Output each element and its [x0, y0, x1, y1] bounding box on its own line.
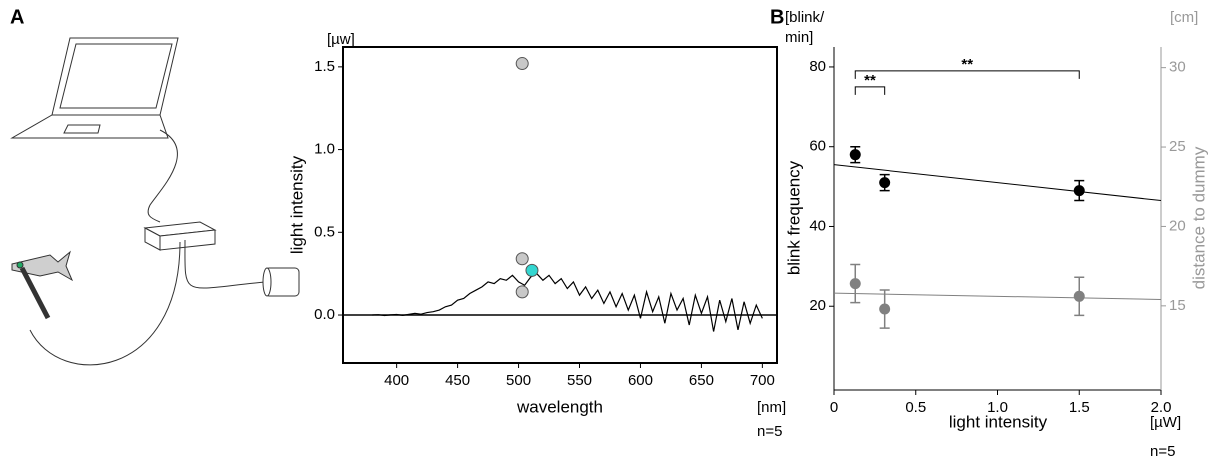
significance-label: ** — [864, 72, 876, 89]
laptop-pad — [63, 124, 101, 134]
setup-schematic — [10, 37, 300, 366]
y-tick-label: 1.5 — [314, 58, 335, 75]
significance-label: ** — [961, 56, 973, 73]
box-front — [159, 229, 216, 251]
x-axis-label: light intensity — [949, 412, 1048, 431]
note: n=5 — [757, 423, 782, 440]
laptop-screen-inner — [59, 43, 173, 109]
y-tick-label: 1.0 — [314, 141, 335, 158]
plot-frame — [342, 46, 778, 364]
x-tick-label: 450 — [445, 372, 470, 389]
y2-tick-label: 25 — [1169, 138, 1186, 155]
point — [879, 177, 891, 189]
line — [372, 272, 763, 332]
probe — [19, 266, 51, 320]
significance-bracket — [854, 86, 886, 95]
cable — [29, 241, 181, 366]
x-tick-label: 500 — [506, 372, 531, 389]
x-tick-label: 600 — [628, 372, 653, 389]
cable — [147, 129, 178, 223]
point — [515, 57, 529, 71]
x-tick-label: 1.5 — [1069, 399, 1090, 416]
point — [879, 303, 891, 315]
y-unit: min] — [785, 29, 813, 46]
fish-eye — [16, 261, 24, 269]
significance-bracket — [854, 70, 1080, 79]
y-axis-label: blink frequency — [784, 160, 803, 275]
x-tick-label: 0.5 — [905, 399, 926, 416]
x-tick-label: 2.0 — [1151, 399, 1172, 416]
laptop-screen — [51, 37, 179, 116]
point — [849, 278, 861, 290]
laptop-base — [10, 114, 169, 139]
y2-unit: [cm] — [1170, 9, 1198, 26]
x-unit: [nm] — [757, 399, 786, 416]
y-unit: [blink/ — [785, 9, 825, 26]
cable — [184, 239, 266, 289]
x-tick-label: 650 — [689, 372, 714, 389]
point — [515, 252, 529, 266]
point — [1073, 290, 1085, 302]
y-unit: [µw] — [327, 31, 355, 48]
y-tick-label: 20 — [809, 297, 826, 314]
point — [525, 263, 539, 277]
panel-label: A — [10, 6, 24, 28]
note: n=5 — [1150, 443, 1175, 460]
y-axis-label: light intensity — [287, 155, 306, 254]
panel-label: B — [770, 6, 784, 28]
y2-tick-label: 30 — [1169, 59, 1186, 76]
y2-tick-label: 15 — [1169, 297, 1186, 314]
point — [849, 149, 861, 161]
x-tick-label: 400 — [384, 372, 409, 389]
line — [833, 292, 1162, 300]
y-tick-label: 60 — [809, 138, 826, 155]
x-tick-label: 0 — [830, 399, 838, 416]
x-tick-label: 700 — [750, 372, 775, 389]
x-tick-label: 550 — [567, 372, 592, 389]
y2-tick-label: 20 — [1169, 217, 1186, 234]
x-tick-label: 1.0 — [987, 399, 1008, 416]
line — [833, 164, 1162, 202]
x-axis-label: wavelength — [516, 397, 603, 416]
point — [1073, 185, 1085, 197]
x-unit: [µW] — [1150, 414, 1181, 431]
y-tick-label: 0.0 — [314, 306, 335, 323]
y-tick-label: 0.5 — [314, 223, 335, 240]
point — [515, 285, 529, 299]
y-tick-label: 40 — [809, 217, 826, 234]
y-tick-label: 80 — [809, 58, 826, 75]
y2-axis-label: distance to dummy — [1189, 146, 1208, 289]
sensor-end — [262, 267, 272, 297]
